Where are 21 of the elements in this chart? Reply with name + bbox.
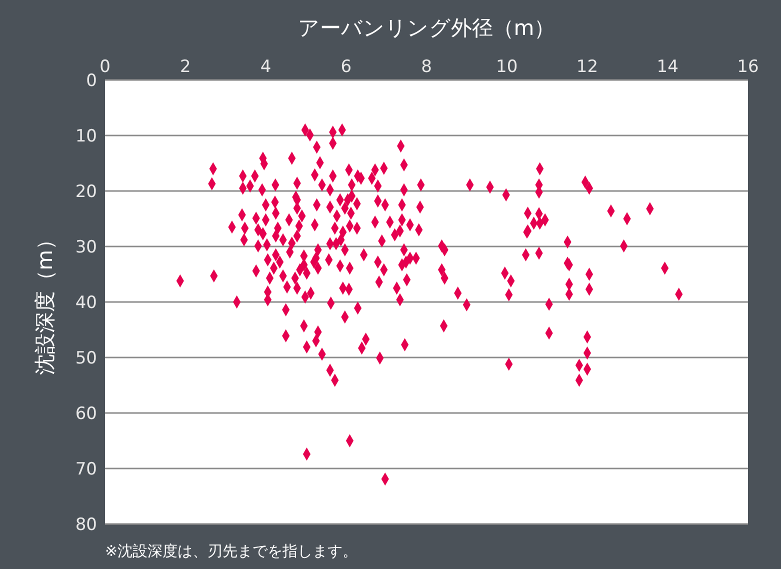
x-tick-label: 8	[421, 57, 432, 77]
x-tick-label: 4	[260, 57, 272, 77]
text: ※沈設深度は、刃先までを指します。	[105, 542, 358, 560]
x-tick-label: 2	[180, 57, 191, 77]
y-tick-label: 60	[75, 404, 97, 424]
x-tick-label: 14	[656, 57, 678, 77]
x-tick-label: 16	[737, 57, 759, 77]
y-tick-label: 20	[75, 182, 97, 202]
y-tick-label: 10	[75, 126, 97, 146]
x-tick-label: 0	[100, 57, 110, 77]
y-tick-label: 50	[75, 348, 97, 368]
y-tick-label: 0	[86, 70, 97, 91]
y-axis-title: 沈設深度（m）	[33, 228, 57, 376]
y-tick-label: 40	[75, 292, 97, 313]
x-axis-title: アーバンリング外径（m）	[298, 16, 556, 40]
x-tick-label: 12	[576, 57, 598, 77]
y-tick-label: 70	[75, 459, 97, 480]
x-tick-label: 6	[340, 57, 352, 77]
x-tick-label: 10	[496, 57, 518, 77]
y-tick-label: 80	[75, 514, 97, 535]
y-tick-label: 30	[75, 237, 97, 258]
